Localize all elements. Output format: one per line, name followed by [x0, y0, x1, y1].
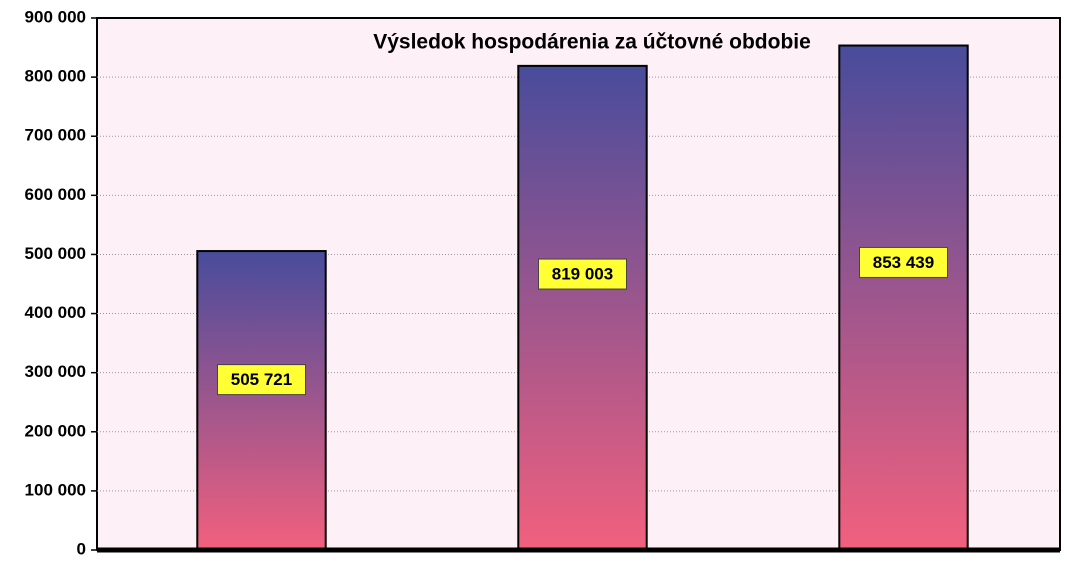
value-label: 819 003: [552, 265, 613, 284]
bar: [196, 250, 327, 552]
bar: [517, 64, 648, 551]
y-tick-label: 200 000: [25, 421, 86, 440]
value-label-box: [859, 246, 948, 278]
y-tick-label: 300 000: [25, 362, 86, 381]
y-tick-label: 500 000: [25, 244, 86, 263]
chart-title: Výsledok hospodárenia za účtovné obdobie: [373, 31, 811, 54]
y-tick-label: 800 000: [25, 67, 86, 86]
value-label-box: [217, 364, 306, 396]
value-label: 505 721: [231, 370, 292, 389]
y-tick-label: 600 000: [25, 185, 86, 204]
value-label-box: [538, 258, 627, 290]
value-label: 853 439: [873, 253, 934, 272]
y-tick-label: 0: [77, 539, 86, 558]
y-tick-label: 900 000: [25, 7, 86, 26]
y-tick-label: 700 000: [25, 126, 86, 145]
y-tick-label: 400 000: [25, 303, 86, 322]
y-tick-label: 100 000: [25, 480, 86, 499]
bar: [838, 44, 969, 551]
